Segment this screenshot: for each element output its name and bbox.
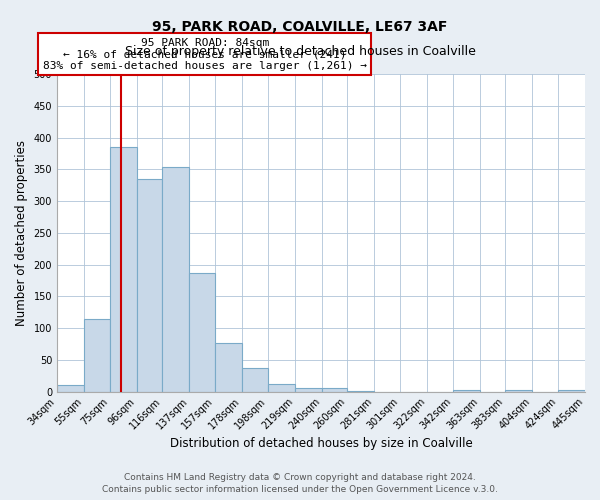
Bar bbox=[84, 318, 110, 392]
Text: 95 PARK ROAD: 84sqm
← 16% of detached houses are smaller (241)
83% of semi-detac: 95 PARK ROAD: 84sqm ← 16% of detached ho… bbox=[43, 38, 367, 71]
Bar bbox=[242, 368, 268, 392]
Bar bbox=[190, 273, 215, 392]
Bar bbox=[295, 388, 322, 392]
Bar bbox=[57, 386, 84, 392]
Bar bbox=[558, 390, 585, 392]
Bar bbox=[505, 390, 532, 392]
Text: Contains HM Land Registry data © Crown copyright and database right 2024.: Contains HM Land Registry data © Crown c… bbox=[124, 473, 476, 482]
X-axis label: Distribution of detached houses by size in Coalville: Distribution of detached houses by size … bbox=[170, 437, 472, 450]
Text: Size of property relative to detached houses in Coalville: Size of property relative to detached ho… bbox=[125, 45, 475, 58]
Text: Contains public sector information licensed under the Open Government Licence v.: Contains public sector information licen… bbox=[102, 486, 498, 494]
Y-axis label: Number of detached properties: Number of detached properties bbox=[15, 140, 28, 326]
Bar bbox=[137, 179, 163, 392]
Bar bbox=[452, 390, 479, 392]
Bar bbox=[268, 384, 295, 392]
Bar bbox=[163, 168, 190, 392]
Bar bbox=[347, 391, 374, 392]
Bar bbox=[110, 147, 137, 392]
Bar bbox=[215, 344, 242, 392]
Text: 95, PARK ROAD, COALVILLE, LE67 3AF: 95, PARK ROAD, COALVILLE, LE67 3AF bbox=[152, 20, 448, 34]
Bar bbox=[322, 388, 347, 392]
